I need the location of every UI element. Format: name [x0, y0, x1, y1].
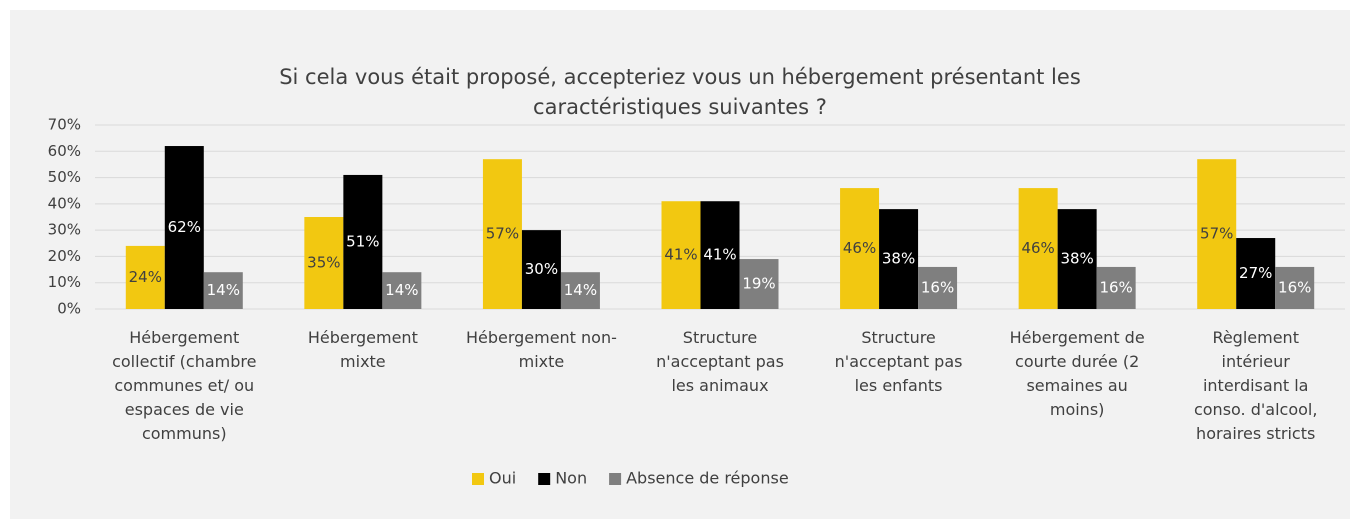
y-tick-label: 20%: [48, 247, 81, 265]
bar: [739, 259, 779, 309]
y-tick-label: 70%: [48, 116, 81, 134]
bar: [700, 201, 740, 309]
bar: [661, 201, 701, 309]
value-label: 30%: [525, 260, 558, 278]
value-label: 57%: [1200, 225, 1233, 243]
bar: [203, 272, 243, 309]
value-label: 41%: [664, 246, 697, 264]
bar: [482, 159, 522, 309]
bar: [125, 245, 165, 309]
value-label: 16%: [1099, 278, 1132, 296]
legend-swatch: [538, 473, 551, 485]
y-tick-label: 30%: [48, 221, 81, 239]
value-label: 16%: [1278, 278, 1311, 296]
bar: [1096, 266, 1136, 309]
value-label: 46%: [1021, 239, 1054, 257]
bar: [560, 272, 600, 309]
bar: [1275, 266, 1315, 309]
y-tick-label: 50%: [48, 168, 81, 186]
legend-label: Absence de réponse: [626, 469, 789, 488]
legend-label: Oui: [489, 469, 516, 488]
value-label: 38%: [1060, 250, 1093, 268]
bar: [879, 209, 919, 309]
value-label: 38%: [882, 250, 915, 268]
value-label: 57%: [486, 225, 519, 243]
bar: [1057, 209, 1097, 309]
bar: [1236, 238, 1276, 309]
x-tick-label: Hébergement mixte: [307, 328, 418, 371]
value-label: 14%: [385, 281, 418, 299]
y-tick-label: 0%: [57, 300, 81, 318]
x-tick-label: Hébergement non-mixte: [465, 328, 617, 371]
bar: [1018, 188, 1058, 309]
bar: [304, 217, 344, 309]
legend-swatch: [609, 473, 622, 485]
x-tick-label: Structure n'acceptant pas les animaux: [656, 328, 784, 395]
value-label: 19%: [742, 275, 775, 293]
y-tick-label: 10%: [48, 273, 81, 291]
y-tick-label: 40%: [48, 194, 81, 212]
bar: [840, 188, 880, 309]
bar: [164, 146, 204, 309]
bar: [521, 230, 561, 309]
value-label: 35%: [307, 254, 340, 272]
legend-swatch: [472, 473, 484, 485]
x-tick-label: Hébergement de courte durée (2 semaines …: [1009, 328, 1145, 419]
y-tick-label: 60%: [48, 142, 81, 160]
x-tick-label: Règlement intérieur interdisant la conso…: [1193, 328, 1318, 443]
value-label: 46%: [843, 239, 876, 257]
x-tick-label: Hébergement collectif (chambre communes …: [112, 328, 257, 443]
value-label: 14%: [207, 281, 240, 299]
bar: [343, 174, 383, 309]
value-label: 27%: [1239, 264, 1272, 282]
bar: [1197, 159, 1237, 309]
legend-label: Non: [555, 469, 587, 488]
bar: [382, 272, 422, 309]
value-label: 41%: [703, 246, 736, 264]
chart-title: Si cela vous était proposé, accepteriez …: [279, 65, 1081, 119]
value-label: 16%: [921, 278, 954, 296]
x-tick-label: Structure n'acceptant pas les enfants: [834, 328, 963, 395]
value-label: 62%: [168, 218, 201, 236]
value-label: 51%: [346, 232, 379, 250]
value-label: 14%: [564, 281, 597, 299]
value-label: 24%: [129, 268, 162, 286]
bar: [918, 266, 958, 309]
